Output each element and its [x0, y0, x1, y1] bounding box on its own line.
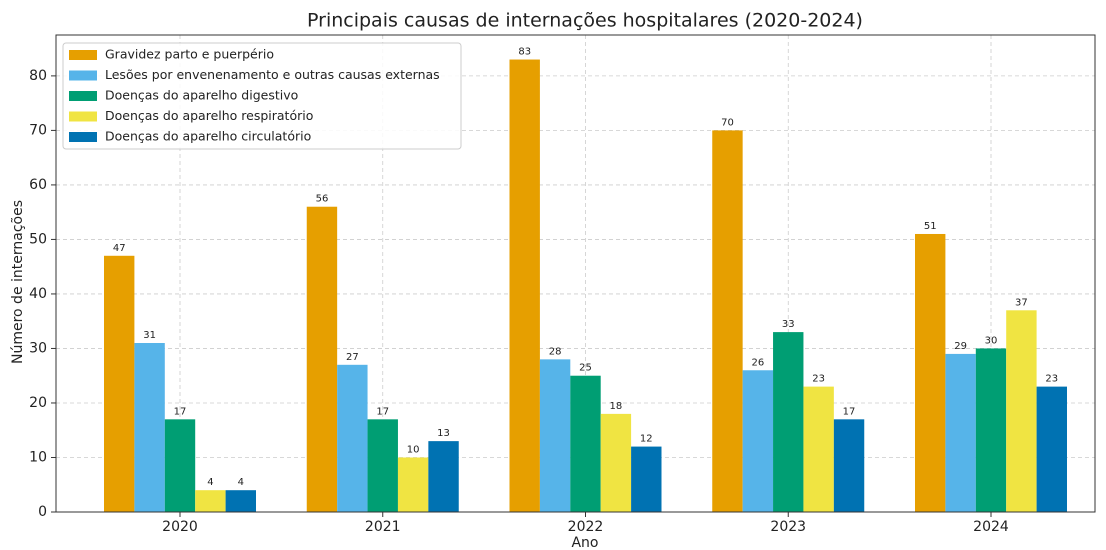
bar	[915, 233, 946, 512]
bar	[337, 364, 368, 512]
legend-swatch	[69, 50, 97, 60]
legend-swatch	[69, 132, 97, 142]
legend-label: Gravidez parto e puerpério	[105, 47, 274, 62]
bar	[631, 446, 662, 512]
bar	[104, 255, 135, 513]
value-label: 56	[316, 194, 329, 205]
y-tick-label: 40	[29, 286, 47, 302]
value-label: 17	[843, 406, 856, 417]
value-label: 10	[407, 444, 420, 455]
value-label: 33	[782, 319, 795, 330]
x-tick-label: 2024	[973, 519, 1009, 535]
value-label: 27	[346, 352, 359, 363]
value-label: 23	[1045, 374, 1058, 385]
value-label: 4	[207, 477, 213, 488]
x-tick-label: 2020	[162, 519, 198, 535]
x-tick-label: 2023	[770, 519, 806, 535]
bar	[833, 419, 865, 512]
value-label: 25	[579, 363, 592, 374]
bar	[1006, 310, 1037, 512]
value-label: 13	[437, 428, 450, 439]
x-tick-label: 2022	[568, 519, 604, 535]
legend-label: Doenças do aparelho respiratório	[105, 108, 313, 123]
value-label: 4	[238, 477, 244, 488]
bar	[306, 206, 338, 512]
y-tick-label: 30	[29, 340, 47, 356]
x-tick-label: 2021	[365, 519, 401, 535]
value-label: 28	[549, 346, 562, 357]
bar	[945, 353, 976, 512]
plot-frame	[55, 34, 1096, 513]
bar	[428, 441, 459, 512]
value-label: 18	[610, 401, 623, 412]
legend-label: Doenças do aparelho circulatório	[105, 129, 311, 144]
bar	[195, 490, 226, 512]
bar	[134, 343, 165, 512]
value-label: 83	[518, 47, 531, 58]
bar	[742, 370, 774, 512]
y-tick-label: 0	[38, 504, 47, 520]
y-tick-label: 50	[29, 231, 47, 247]
bar	[975, 348, 1007, 512]
y-axis-label: Número de internações	[10, 200, 26, 364]
value-label: 17	[174, 406, 187, 417]
y-tick-label: 20	[29, 395, 47, 411]
legend-label: Doenças do aparelho digestivo	[105, 88, 298, 103]
bar	[712, 130, 743, 512]
value-label: 29	[954, 341, 967, 352]
bar	[164, 419, 196, 512]
legend-swatch	[69, 111, 97, 122]
bar	[773, 332, 804, 512]
value-label: 30	[985, 335, 998, 346]
bar	[539, 359, 571, 512]
y-tick-label: 80	[29, 68, 47, 84]
x-axis-label: Ano	[571, 535, 598, 550]
value-label: 51	[924, 221, 937, 232]
bar	[803, 386, 834, 512]
value-label: 37	[1015, 297, 1028, 308]
value-label: 70	[721, 117, 734, 128]
value-label: 12	[640, 434, 653, 445]
value-label: 26	[751, 357, 764, 368]
bar	[570, 375, 601, 512]
legend-box	[62, 42, 462, 150]
y-tick-label: 70	[29, 122, 47, 138]
bar	[600, 413, 632, 512]
value-label: 23	[812, 374, 825, 385]
legend-label: Lesões por envenenamento e outras causas…	[105, 67, 440, 82]
y-tick-label: 10	[29, 449, 47, 465]
bar	[509, 59, 540, 512]
legend-swatch	[69, 70, 97, 81]
chart-title: Principais causas de internações hospita…	[307, 10, 863, 32]
bar	[367, 419, 398, 512]
value-label: 47	[113, 243, 126, 254]
bar	[225, 490, 256, 512]
bar	[397, 457, 429, 512]
value-label: 17	[376, 406, 389, 417]
y-tick-label: 60	[29, 177, 47, 193]
legend-swatch	[69, 91, 97, 101]
value-label: 31	[143, 330, 156, 341]
bar	[1036, 386, 1067, 512]
